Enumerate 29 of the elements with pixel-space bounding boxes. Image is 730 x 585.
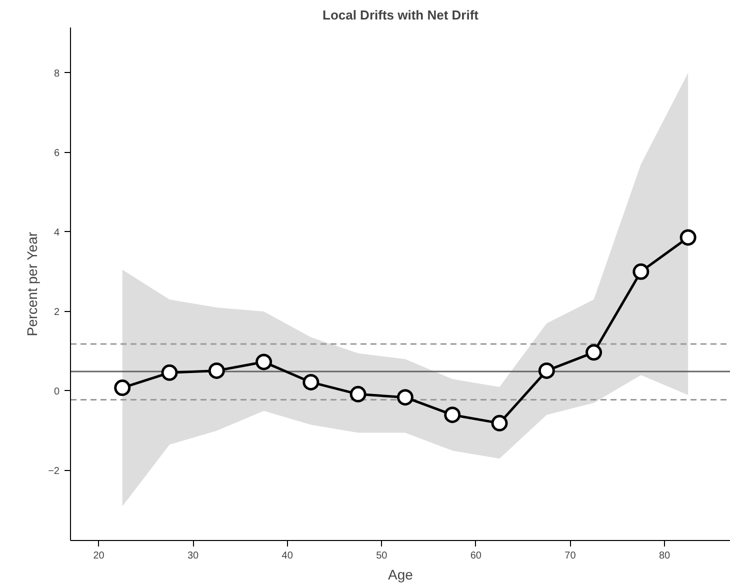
x-tick-label: 20 xyxy=(93,550,105,562)
y-tick-label: 4 xyxy=(54,227,60,238)
y-axis-title: Percent per Year xyxy=(24,232,40,336)
point xyxy=(632,263,650,280)
chart-title: Local Drifts with Net Drift xyxy=(322,8,480,22)
point xyxy=(256,354,272,370)
point xyxy=(396,389,414,406)
point xyxy=(302,374,320,390)
x-tick-label: 60 xyxy=(470,550,482,562)
point xyxy=(586,344,602,361)
y-tick-label: 0 xyxy=(54,386,60,398)
x-tick-label: 40 xyxy=(282,550,294,562)
point xyxy=(538,362,555,379)
x-tick-label: 80 xyxy=(658,550,670,562)
point xyxy=(491,414,508,432)
x-tick-label: 50 xyxy=(376,550,388,562)
y-tick-label: 6 xyxy=(54,148,60,159)
point xyxy=(444,406,461,424)
y-tick-label: −2 xyxy=(48,466,60,478)
y-tick-label: 8 xyxy=(54,68,60,80)
x-axis-title: Age xyxy=(388,566,414,582)
point xyxy=(114,380,131,396)
point xyxy=(680,229,696,246)
point xyxy=(161,364,178,381)
x-tick-label: 70 xyxy=(564,550,576,562)
y-tick-label: 2 xyxy=(54,306,60,318)
x-tick-label: 30 xyxy=(188,550,200,562)
point xyxy=(350,386,366,402)
point xyxy=(208,362,225,379)
